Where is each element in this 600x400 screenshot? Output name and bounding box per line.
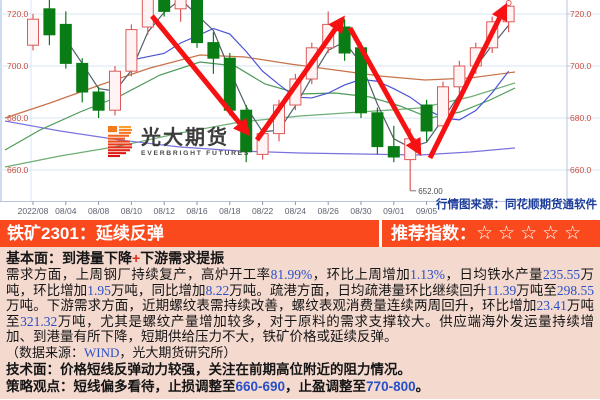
candle-body bbox=[191, 0, 203, 44]
everbright-logo-icon bbox=[108, 126, 132, 158]
rating: 推荐指数：☆☆☆☆☆ bbox=[382, 220, 600, 247]
rating-label: 推荐指数： bbox=[391, 224, 476, 243]
low-annotation-label: 652.00 bbox=[418, 187, 443, 196]
candle-body bbox=[43, 8, 56, 36]
y-tick-label: 660.0 bbox=[570, 165, 592, 175]
x-tick-label: 08/30 bbox=[350, 206, 372, 216]
candle-body bbox=[223, 57, 236, 111]
candle-body bbox=[76, 62, 89, 93]
candle-body bbox=[174, 0, 187, 10]
candle-body bbox=[420, 104, 433, 132]
x-tick-label: 08/24 bbox=[285, 206, 307, 216]
ma-orange bbox=[4, 54, 516, 119]
trend-arrow bbox=[254, 15, 345, 142]
candle-body bbox=[92, 91, 105, 111]
y-tick-label: 660.0 bbox=[7, 165, 29, 175]
trend-arrow bbox=[427, 2, 508, 160]
trend-arrow bbox=[347, 26, 422, 156]
trend-arrow bbox=[150, 14, 251, 137]
y-tick-label: 700.0 bbox=[570, 61, 592, 71]
current-price-marker bbox=[505, 0, 512, 6]
kline-chart: 2022/08 08/04 08/08 08/10 08/12 08/16 08/18 08/… bbox=[0, 0, 600, 216]
x-tick-label: 08/16 bbox=[186, 206, 208, 216]
x-tick-label: 08/22 bbox=[252, 206, 274, 216]
brand-watermark: 光大期货 EVERBRIGHT FUTURES bbox=[107, 126, 250, 158]
data-source-note: （数据来源：WIND，光大期货研究所） bbox=[6, 344, 237, 360]
candle-body bbox=[59, 23, 72, 64]
candle-body bbox=[371, 112, 384, 148]
x-tick-label: 2022/08 bbox=[18, 206, 49, 216]
candle-body bbox=[387, 146, 400, 158]
ma-violet-long bbox=[4, 120, 516, 156]
x-tick-label: 08/08 bbox=[88, 206, 110, 216]
chart-region: 2022/08 08/04 08/08 08/10 08/12 08/16 08/18 08/… bbox=[0, 0, 600, 216]
x-tick-label: 08/04 bbox=[55, 206, 77, 216]
candle-body bbox=[27, 18, 39, 46]
report-title: 铁矿2301：延续反弹 bbox=[0, 220, 382, 247]
x-tick-label: 09/05 bbox=[416, 206, 438, 216]
candle-body bbox=[141, 0, 154, 28]
y-tick-label: 700.0 bbox=[7, 61, 29, 71]
strategy-line: 策略观点：短线偏多看待，止损调整至660-690，止盈调整至770-800。 bbox=[6, 378, 430, 394]
technical-line: 技术面：价格短线反弹动力较强，关注在前期高位附近的阻力情况。 bbox=[6, 361, 411, 377]
candle-body bbox=[437, 86, 449, 127]
candle-body bbox=[158, 0, 171, 12]
candle-body bbox=[338, 26, 351, 54]
chart-source-note: 行情图来源：同花顺期货通软件 bbox=[435, 197, 597, 211]
x-tick-label: 08/12 bbox=[154, 206, 176, 216]
rating-stars: ☆☆☆☆☆ bbox=[476, 223, 587, 244]
fundamental-heading: 基本面：到港量下降+下游需求提振 bbox=[6, 250, 225, 266]
brand-text: 光大期货 EVERBRIGHT FUTURES bbox=[141, 127, 250, 157]
x-tick-label: 08/26 bbox=[318, 206, 340, 216]
x-tick-label: 08/10 bbox=[121, 206, 143, 216]
title-banner: 铁矿2301：延续反弹 推荐指数：☆☆☆☆☆ bbox=[0, 220, 600, 247]
candle-body bbox=[502, 5, 515, 23]
x-tick-label: 09/01 bbox=[383, 206, 405, 216]
candle-body bbox=[109, 70, 121, 111]
analysis-section: 基本面：到港量下降+下游需求提振 需求方面，上周钢厂持续复产，高炉开工率81.9… bbox=[0, 247, 600, 399]
y-tick-label: 680.0 bbox=[7, 113, 29, 123]
fundamental-paragraph: 需求方面，上周钢厂持续复产，高炉开工率81.99%，环比上周增加1.13%，日均… bbox=[6, 267, 595, 345]
y-tick-label: 720.0 bbox=[570, 9, 592, 19]
brand-name-cn: 光大期货 bbox=[141, 127, 229, 149]
y-tick-label: 720.0 bbox=[7, 9, 29, 19]
ma-fast bbox=[65, 0, 510, 149]
x-tick-label: 08/18 bbox=[219, 206, 241, 216]
y-tick-label: 680.0 bbox=[570, 113, 592, 123]
brand-name-en: EVERBRIGHT FUTURES bbox=[141, 150, 251, 157]
candle-body bbox=[207, 42, 220, 59]
candle-body bbox=[125, 29, 138, 72]
candle-body bbox=[453, 65, 466, 88]
